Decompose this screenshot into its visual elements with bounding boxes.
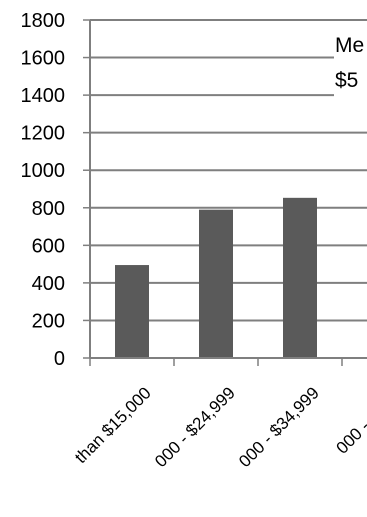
annotation-line-2: $5	[335, 69, 358, 92]
y-tick-label: 1400	[21, 85, 66, 107]
y-tick-label: 1800	[21, 10, 66, 32]
x-category-label: 000 - $34,999	[235, 383, 323, 471]
annotation-box: Me $5	[334, 30, 367, 102]
y-tick-label: 0	[54, 348, 65, 370]
bar	[115, 265, 149, 358]
y-tick-label: 1600	[21, 48, 66, 70]
annotation-line-1: Me	[335, 34, 364, 57]
x-category-label: than $15,000	[71, 383, 155, 467]
x-category-label: 000 - $24,999	[151, 383, 239, 471]
axes	[83, 19, 367, 366]
y-tick-label: 800	[32, 198, 65, 220]
bar	[199, 209, 233, 358]
y-tick-label: 400	[32, 273, 65, 295]
x-category-label: 000 - $49,9	[333, 383, 367, 457]
y-tick-label: 1200	[21, 123, 66, 145]
bar	[283, 197, 317, 358]
y-tick-label: 200	[32, 310, 65, 332]
y-tick-label: 600	[32, 235, 65, 257]
y-tick-label: 1000	[21, 160, 66, 182]
bars	[115, 197, 317, 358]
